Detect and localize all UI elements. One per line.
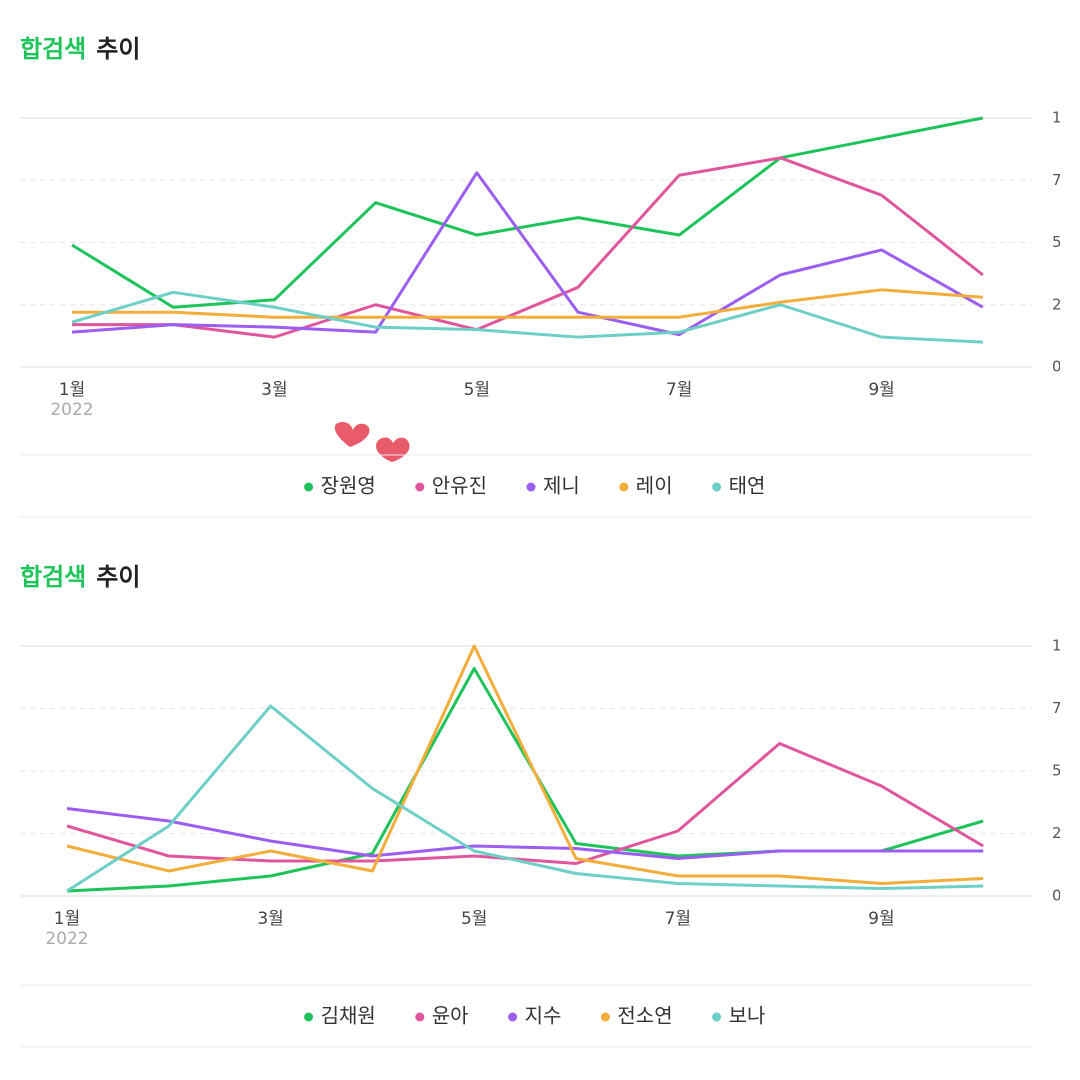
series-line <box>71 116 984 309</box>
x-tick-label: 7월 <box>666 380 692 400</box>
series-line <box>66 742 984 865</box>
y-tick-label: 25 <box>1052 824 1060 842</box>
series-line <box>71 290 983 344</box>
series-line <box>66 807 984 860</box>
legend-label: 레이 <box>636 474 673 498</box>
x-tick-label: 5월 <box>464 380 490 400</box>
x-tick-label: 1월 <box>59 380 85 400</box>
legend-dot <box>304 482 314 492</box>
x-sublabel: 2022 <box>50 400 93 420</box>
y-tick-label: 0 <box>1052 358 1060 376</box>
series-line <box>71 171 984 337</box>
legend-dot <box>415 1012 425 1022</box>
legend-dot <box>712 482 722 492</box>
y-tick-label: 75 <box>1052 699 1060 717</box>
legend-label: 윤아 <box>432 1004 469 1028</box>
heart-sticker <box>376 437 410 462</box>
chart-title-highlight: 합검색 <box>20 563 86 591</box>
legend-dot <box>712 1012 722 1022</box>
legend-label: 태연 <box>729 474 766 498</box>
legend-label: 김채원 <box>321 1004 376 1028</box>
x-tick-label: 3월 <box>257 909 283 929</box>
legend-dot <box>508 1012 518 1022</box>
chart-title: 추이 <box>96 35 140 63</box>
x-tick-label: 5월 <box>461 909 487 929</box>
legend-dot <box>415 482 425 492</box>
series-line <box>66 704 984 893</box>
legend: 장원영 안유진 제니 레이 태연 <box>304 474 765 498</box>
legend-label: 보나 <box>729 1004 766 1028</box>
series-line <box>72 288 983 319</box>
series-line <box>72 156 984 339</box>
y-tick-label: 0 <box>1052 887 1060 905</box>
x-sublabel: 2022 <box>45 929 88 949</box>
chart-title-highlight: 합검색 <box>20 35 86 63</box>
y-tick-label: 50 <box>1052 233 1060 251</box>
legend-dot <box>526 482 536 492</box>
legend-label: 지수 <box>525 1004 562 1028</box>
y-tick-label: 25 <box>1052 295 1060 313</box>
chart-title: 추이 <box>96 563 140 591</box>
series-line <box>66 644 984 885</box>
legend-label: 전소연 <box>617 1004 672 1028</box>
x-tick-label: 3월 <box>261 380 287 400</box>
y-tick-label: 100 <box>1052 637 1060 655</box>
x-tick-label: 7월 <box>665 909 691 929</box>
x-tick-label: 1월 <box>54 909 80 929</box>
legend-label: 안유진 <box>432 474 487 498</box>
heart-sticker <box>334 422 370 447</box>
legend-label: 제니 <box>543 474 580 498</box>
legend-dot <box>600 1012 610 1022</box>
legend-dot <box>304 1012 314 1022</box>
x-tick-label: 9월 <box>868 909 894 929</box>
y-tick-label: 50 <box>1052 762 1060 780</box>
legend: 김채원 윤아 지수 전소연 보나 <box>304 1004 765 1028</box>
legend-dot <box>619 482 629 492</box>
x-tick-label: 9월 <box>868 380 894 400</box>
y-tick-label: 75 <box>1052 171 1060 189</box>
legend-label: 장원영 <box>321 474 376 498</box>
y-tick-label: 100 <box>1052 109 1060 127</box>
